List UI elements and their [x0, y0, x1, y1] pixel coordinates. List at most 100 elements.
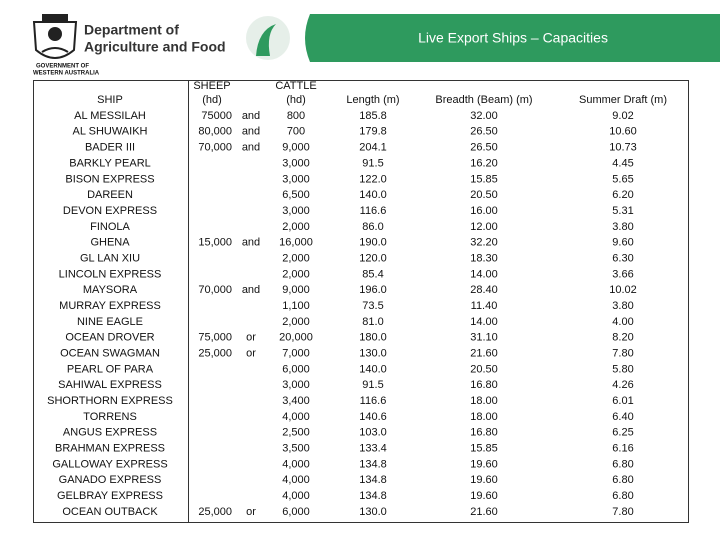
sheep-cell: 75000	[201, 110, 232, 122]
draft-cell: 3.80	[612, 221, 633, 233]
ship-cell: GHENA	[90, 237, 130, 249]
ship-cell: MURRAY EXPRESS	[59, 300, 161, 312]
cattle-cell: 4,000	[282, 490, 310, 502]
cattle-cell: 3,000	[282, 205, 310, 217]
banner-emblem	[246, 16, 290, 60]
government-line: WESTERN AUSTRALIA	[33, 71, 100, 77]
breadth-cell: 15.85	[470, 173, 498, 185]
sheep-cell: 25,000	[198, 506, 232, 518]
ship-cell: OCEAN DROVER	[65, 332, 154, 344]
column-header: (hd)	[202, 94, 222, 106]
draft-cell: 6.80	[612, 458, 633, 470]
conj-cell: and	[242, 110, 260, 122]
conj-cell: or	[246, 506, 256, 518]
ship-cell: SAHIWAL EXPRESS	[58, 379, 162, 391]
draft-cell: 5.80	[612, 363, 633, 375]
ship-cell: GL LAN XIU	[80, 252, 140, 264]
cattle-cell: 6,000	[282, 363, 310, 375]
cattle-cell: 20,000	[279, 332, 313, 344]
breadth-cell: 16.80	[470, 379, 498, 391]
length-cell: 122.0	[359, 173, 387, 185]
length-cell: 134.8	[359, 474, 387, 486]
cattle-cell: 9,000	[282, 142, 310, 154]
draft-cell: 4.00	[612, 316, 633, 328]
column-header: (hd)	[286, 94, 306, 106]
draft-cell: 9.02	[612, 110, 633, 122]
breadth-cell: 32.00	[470, 110, 498, 122]
cattle-cell: 2,000	[282, 316, 310, 328]
government-line: GOVERNMENT OF	[36, 64, 89, 70]
draft-cell: 3.80	[612, 300, 633, 312]
breadth-cell: 19.60	[470, 474, 498, 486]
draft-cell: 5.31	[612, 205, 633, 217]
cattle-cell: 1,100	[282, 300, 310, 312]
ship-cell: GALLOWAY EXPRESS	[52, 458, 167, 470]
length-cell: 140.0	[359, 189, 387, 201]
sheep-cell: 70,000	[198, 142, 232, 154]
draft-cell: 10.73	[609, 142, 637, 154]
length-cell: 185.8	[359, 110, 387, 122]
length-cell: 120.0	[359, 252, 387, 264]
breadth-cell: 21.60	[470, 348, 498, 360]
cattle-cell: 3,000	[282, 379, 310, 391]
length-cell: 130.0	[359, 348, 387, 360]
ship-cell: AL SHUWAIKH	[73, 126, 148, 138]
cattle-cell: 2,000	[282, 268, 310, 280]
cattle-cell: 4,000	[282, 411, 310, 423]
sheep-cell: 75,000	[198, 332, 232, 344]
ship-cell: SHORTHORN EXPRESS	[47, 395, 173, 407]
draft-cell: 10.02	[609, 284, 637, 296]
conj-cell: and	[242, 237, 260, 249]
length-cell: 130.0	[359, 506, 387, 518]
breadth-cell: 20.50	[470, 363, 498, 375]
ship-cell: PEARL OF PARA	[67, 363, 154, 375]
length-cell: 179.8	[359, 126, 387, 138]
ship-cell: GELBRAY EXPRESS	[57, 490, 163, 502]
cattle-cell: 700	[287, 126, 305, 138]
title-banner	[305, 14, 720, 62]
cattle-cell: 2,500	[282, 427, 310, 439]
draft-cell: 6.80	[612, 474, 633, 486]
column-header: Breadth (Beam) (m)	[435, 94, 532, 106]
column-header: SHIP	[97, 94, 123, 106]
cattle-cell: 6,000	[282, 506, 310, 518]
draft-cell: 6.30	[612, 252, 633, 264]
cattle-cell: 7,000	[282, 348, 310, 360]
breadth-cell: 12.00	[470, 221, 498, 233]
page-title: Live Export Ships – Capacities	[418, 30, 608, 46]
sheep-cell: 80,000	[198, 126, 232, 138]
breadth-cell: 26.50	[470, 126, 498, 138]
draft-cell: 7.80	[612, 348, 633, 360]
length-cell: 140.0	[359, 363, 387, 375]
cattle-cell: 9,000	[282, 284, 310, 296]
cattle-cell: 3,500	[282, 443, 310, 455]
length-cell: 91.5	[362, 157, 383, 169]
table-border	[33, 80, 689, 523]
breadth-cell: 19.60	[470, 490, 498, 502]
conj-cell: and	[242, 284, 260, 296]
cattle-cell: 3,000	[282, 173, 310, 185]
breadth-cell: 20.50	[470, 189, 498, 201]
sheep-cell: 15,000	[198, 237, 232, 249]
breadth-cell: 16.20	[470, 157, 498, 169]
draft-cell: 6.16	[612, 443, 633, 455]
draft-cell: 6.40	[612, 411, 633, 423]
length-cell: 140.6	[359, 411, 387, 423]
breadth-cell: 21.60	[470, 506, 498, 518]
breadth-cell: 11.40	[471, 300, 498, 312]
breadth-cell: 18.00	[470, 395, 498, 407]
length-cell: 180.0	[359, 332, 387, 344]
cattle-cell: 2,000	[282, 252, 310, 264]
conj-cell: and	[242, 142, 260, 154]
conj-cell: or	[246, 348, 256, 360]
ship-cell: BADER III	[85, 142, 135, 154]
length-cell: 86.0	[362, 221, 383, 233]
ship-cell: ANGUS EXPRESS	[63, 427, 157, 439]
cattle-cell: 2,000	[282, 221, 310, 233]
department-line: Department of	[84, 22, 179, 38]
length-cell: 190.0	[359, 237, 387, 249]
breadth-cell: 32.20	[470, 237, 498, 249]
ship-cell: BRAHMAN EXPRESS	[55, 443, 165, 455]
breadth-cell: 16.00	[470, 205, 498, 217]
draft-cell: 4.26	[612, 379, 633, 391]
